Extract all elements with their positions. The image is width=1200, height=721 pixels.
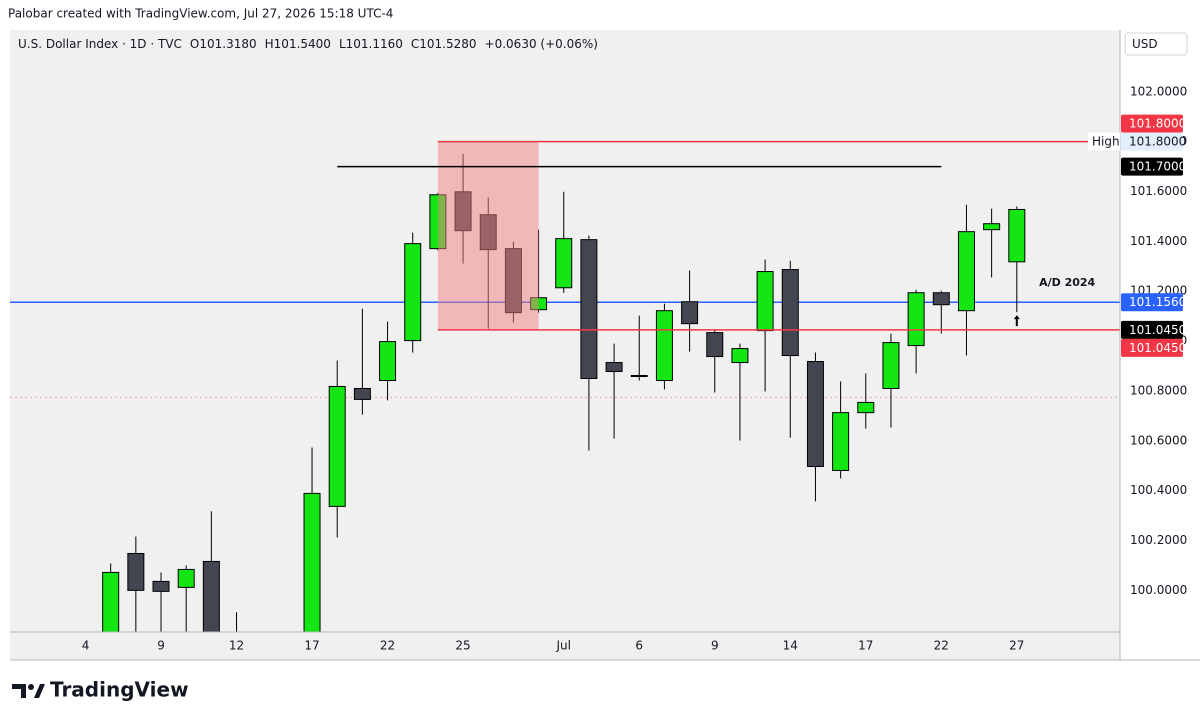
price-tag (1121, 320, 1183, 339)
candle-body (806, 361, 824, 467)
candle-body (907, 292, 925, 347)
price-tag (1121, 338, 1183, 357)
y-tick-label: 102.0000 (1130, 84, 1187, 98)
price-tag (1121, 157, 1183, 176)
y-tick-label: 100.0000 (1130, 583, 1187, 597)
price-tag-title: High (1092, 135, 1120, 149)
candle-body (303, 492, 321, 632)
legend-key: L (339, 37, 346, 51)
candle-body (932, 292, 950, 306)
arrow (1013, 315, 1020, 327)
price-tag-label: 101.8000 (1129, 117, 1186, 131)
candle-body (681, 301, 699, 325)
legend-value: 101.5400 (274, 37, 331, 51)
legend: U.S. Dollar Index · 1D · TVC O101.3180 H10… (18, 37, 598, 51)
candle-body (202, 560, 220, 632)
x-tick-label: 12 (229, 639, 244, 653)
logo-dot (28, 684, 34, 690)
candle-body (580, 239, 598, 379)
x-tick-label: 6 (635, 639, 643, 653)
plot-area (10, 30, 1120, 660)
logo: TradingView (12, 678, 189, 702)
candle-body (630, 374, 648, 377)
legend-key: O (190, 37, 199, 51)
x-tick-label: 9 (157, 639, 165, 653)
brand: TradingView (50, 678, 189, 702)
y-tick-label: 100.6000 (1130, 433, 1187, 447)
legend-key: H (265, 37, 274, 51)
y-tick-label: 100.4000 (1130, 483, 1187, 497)
legend-symbol: U.S. Dollar Index · 1D · TVC (18, 37, 182, 51)
candle-body (555, 238, 573, 289)
legend-value: 101.5280 (419, 37, 476, 51)
candle-body (127, 552, 145, 591)
x-tick-label: 9 (711, 639, 719, 653)
y-tick-label: 100.8000 (1130, 383, 1187, 397)
x-tick-label: 17 (304, 639, 319, 653)
price-tag (1121, 132, 1183, 151)
legend-value: 101.1160 (346, 37, 403, 51)
candle-body (832, 412, 850, 471)
x-tick-label: 17 (858, 639, 873, 653)
price-tag-label: 101.0450 (1129, 323, 1186, 337)
axes: 100.0000 100.2000 100.4000 100.6000 100.8000… (82, 84, 1188, 652)
legend-change: +0.0630 (+0.06%) (485, 37, 598, 51)
candle-body (152, 580, 170, 592)
x-tick-label: Jul (555, 639, 570, 653)
candle-body (404, 243, 422, 342)
x-tick-label: 22 (934, 639, 949, 653)
currency: USD (1132, 37, 1158, 51)
candle-body (882, 342, 900, 389)
y-tick-label: 101.6000 (1130, 184, 1187, 198)
candle-body (353, 387, 371, 400)
price-tag-label: 101.8000 (1129, 135, 1186, 149)
price-tag-label: 101.0450 (1129, 341, 1186, 355)
candle-body (1008, 208, 1026, 263)
candle-body (983, 223, 1001, 231)
candle-body (731, 348, 749, 364)
x-tick-label: 25 (455, 639, 470, 653)
currency-box (1124, 32, 1188, 56)
legend-key: C (411, 37, 419, 51)
candle-body (756, 271, 774, 332)
price-tag-label: 101.1560 (1129, 295, 1186, 309)
price-tag-title-bg (1088, 132, 1120, 151)
logo-mark (12, 684, 26, 698)
price-tag-label: 101.7000 (1129, 160, 1186, 174)
candle-body (605, 362, 623, 373)
candle-body (102, 571, 120, 632)
x-tick-label: 14 (783, 639, 798, 653)
price-tag (1121, 293, 1183, 312)
candle-body (379, 341, 397, 381)
candle-body (706, 332, 724, 358)
y-tick-label: 100.2000 (1130, 533, 1187, 547)
x-tick-label: 27 (1009, 639, 1024, 653)
candle-body (177, 568, 195, 588)
price-tag (1121, 114, 1183, 133)
logo-slash (34, 684, 45, 698)
candle-body (655, 310, 673, 381)
annotation: A/D 2024 (1039, 276, 1095, 289)
x-tick-label: 22 (380, 639, 395, 653)
candle-body (328, 385, 346, 507)
y-tick-label: 101.4000 (1130, 234, 1187, 248)
candle-body (957, 231, 975, 312)
x-tick-label: 4 (82, 639, 90, 653)
candle-body (781, 269, 799, 357)
legend-value: 101.3180 (199, 37, 256, 51)
candle-body (857, 401, 875, 414)
zone (437, 141, 539, 330)
plot: A/D 2024 (10, 140, 1120, 632)
credit: Palobar created with TradingView.com, Ju… (8, 7, 393, 21)
